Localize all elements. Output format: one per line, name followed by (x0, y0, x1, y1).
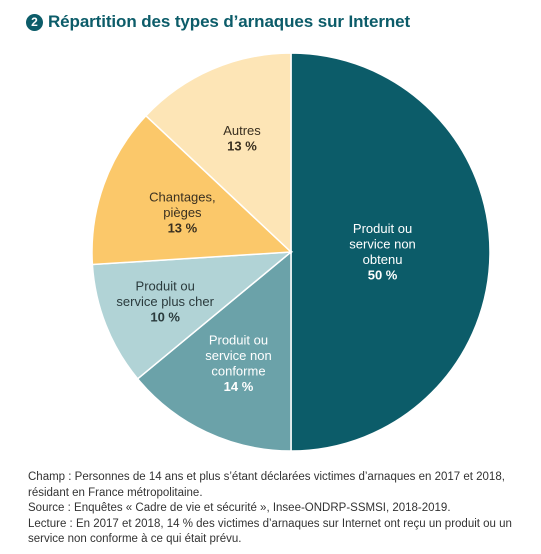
slice-category-label: Produit ou (209, 332, 268, 347)
slice-percent-label: 10 % (150, 309, 180, 324)
pie-slice (144, 52, 292, 254)
slice-category-label: conforme (211, 363, 265, 378)
figure-number-badge: 2 (26, 13, 43, 31)
slice-category-label: obtenu (363, 252, 403, 267)
slice-percent-label: 14 % (224, 379, 254, 394)
slice-category-label: service plus cher (116, 294, 214, 309)
chart-notes: Champ : Personnes de 14 ans et plus s’ét… (28, 470, 533, 548)
slice-category-label: Autres (223, 123, 261, 138)
slice-category-label: Produit ou (353, 221, 412, 236)
slice-percent-label: 13 % (168, 220, 198, 235)
pie-slice (136, 250, 292, 452)
note-champ: Champ : Personnes de 14 ans et plus s’ét… (28, 471, 505, 499)
slice-category-label: pièges (163, 205, 202, 220)
chart-title: Répartition des types d’arnaques sur Int… (48, 12, 411, 31)
slice-category-label: service non (349, 236, 415, 251)
pie-slice (91, 251, 294, 380)
slice-percent-label: 50 % (368, 267, 398, 282)
slice-category-label: service non (205, 348, 271, 363)
slice-category-label: Chantages, (149, 189, 216, 204)
chart-header: 2 Répartition des types d’arnaques sur I… (26, 12, 410, 32)
slice-percent-label: 13 % (227, 139, 257, 154)
pie-slice (290, 52, 491, 452)
note-lecture: Lecture : En 2017 et 2018, 14 % des vict… (28, 517, 512, 546)
pie-slice (91, 114, 293, 266)
note-source: Source : Enquêtes « Cadre de vie et sécu… (28, 502, 451, 514)
slice-category-label: Produit ou (136, 278, 195, 293)
